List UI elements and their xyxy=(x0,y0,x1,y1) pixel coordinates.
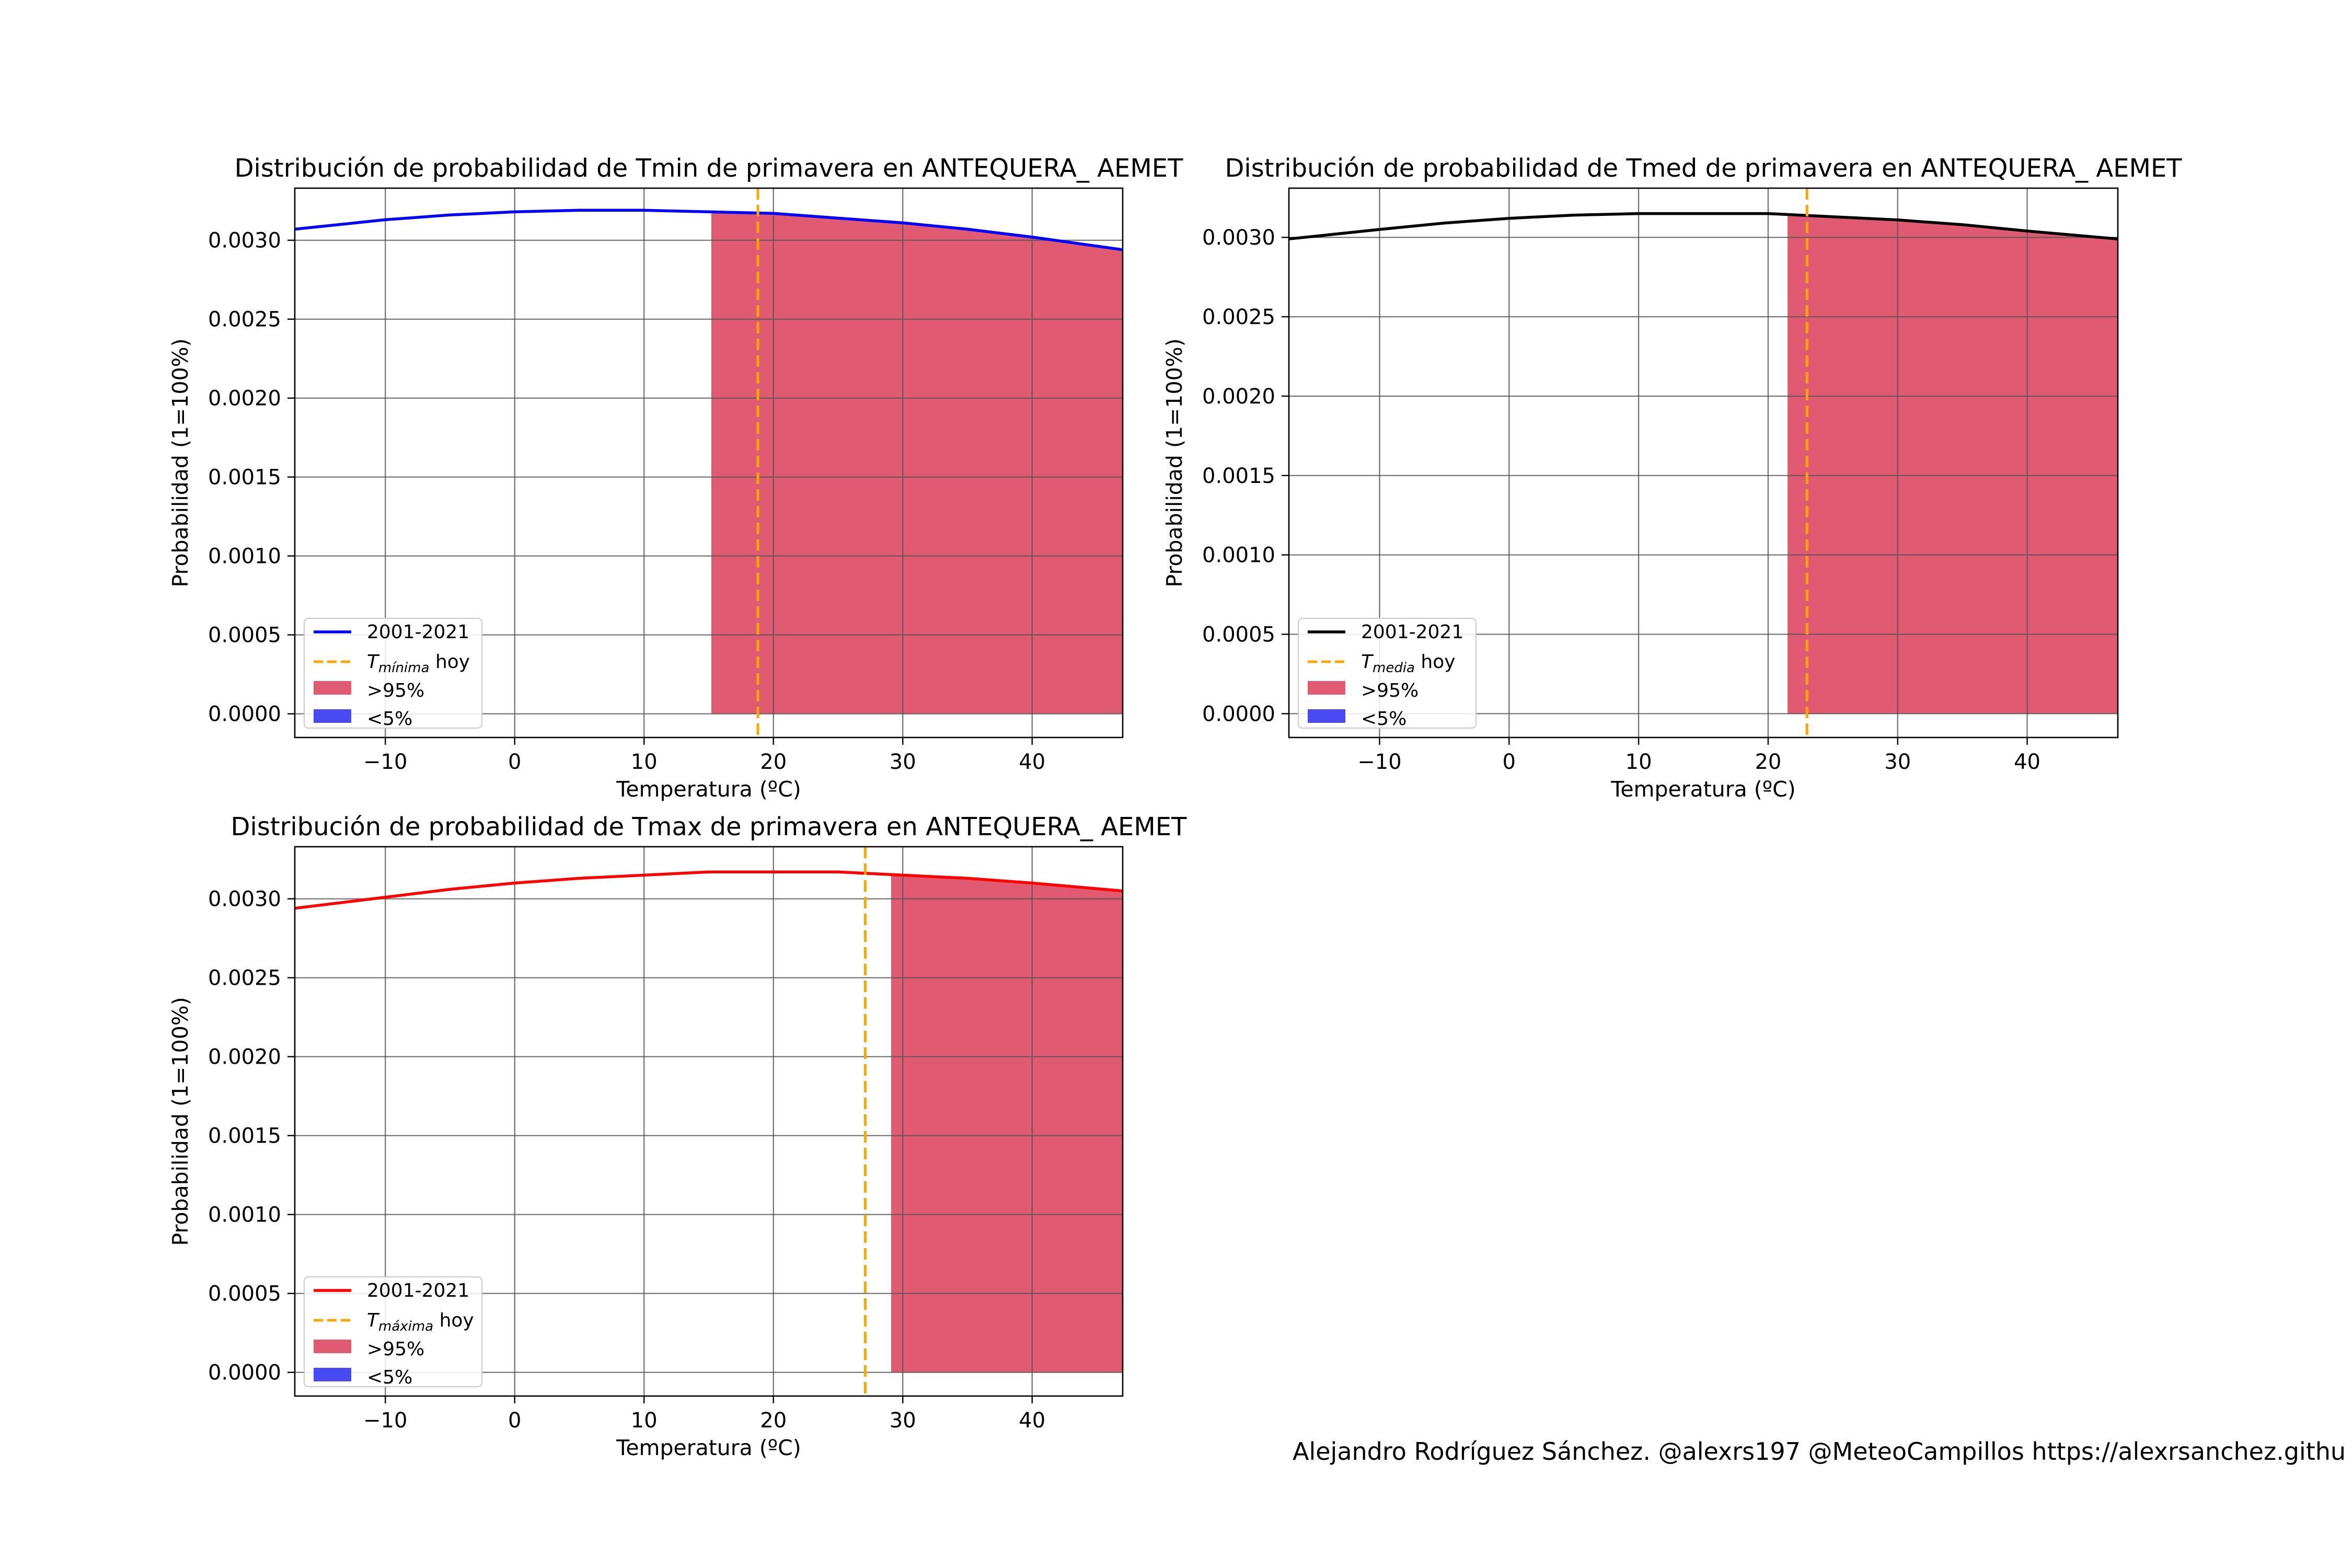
y-tick-label: 0.0005 xyxy=(208,1282,281,1306)
y-tick-label: 0.0025 xyxy=(208,966,281,990)
legend-label: >95% xyxy=(367,1339,424,1360)
legend-label: <5% xyxy=(367,708,412,730)
y-tick-label: 0.0000 xyxy=(208,1361,281,1385)
x-tick-label: 0 xyxy=(508,1409,521,1433)
chart-0: −10 0 10 20 30 40 0.0000 0.0005 0.0010 0.0015 0.00… xyxy=(168,154,1183,802)
legend-label: >95% xyxy=(367,680,424,701)
legend-label: 2001-2021 xyxy=(367,621,469,643)
series-line xyxy=(294,209,1123,251)
y-axis-label: Probabilidad (1=100%) xyxy=(168,997,193,1246)
x-axis-label: Temperatura (ºC) xyxy=(616,1435,801,1460)
legend: 2001-2021 Tmedia hoy >95% <5% xyxy=(1297,617,1477,730)
x-tick-label: 30 xyxy=(890,1409,916,1433)
y-tick-label: 0.0015 xyxy=(208,1124,281,1148)
chart-title: Distribución de probabilidad de Tmed de … xyxy=(1225,154,2182,183)
x-tick-label: 40 xyxy=(1019,750,1045,774)
series-line xyxy=(1288,212,2118,240)
shaded-above-95 xyxy=(891,874,1123,1373)
x-tick-label: 20 xyxy=(1755,750,1781,774)
x-tick-label: −10 xyxy=(1357,750,1401,774)
y-tick-label: 0.0020 xyxy=(208,1045,281,1069)
chart-title: Distribución de probabilidad de Tmax de … xyxy=(231,812,1187,841)
legend-label: <5% xyxy=(367,1367,412,1388)
chart-1: −10 0 10 20 30 40 0.0000 0.0005 0.0010 0.0015 0.00… xyxy=(1162,154,2182,802)
y-tick-label: 0.0030 xyxy=(1202,226,1275,250)
y-tick-label: 0.0010 xyxy=(208,545,281,569)
y-axis-label: Probabilidad (1=100%) xyxy=(1162,338,1187,587)
x-tick-label: 0 xyxy=(1503,750,1516,774)
legend-label: >95% xyxy=(1361,680,1419,701)
legend-label: <5% xyxy=(1361,708,1406,730)
legend-above-95-marker xyxy=(314,681,351,695)
shaded-above-95 xyxy=(711,212,1123,714)
credit-text: Alejandro Rodríguez Sánchez. @alexrs197 … xyxy=(1293,1437,2346,1466)
axes-frame xyxy=(1288,187,2119,739)
y-tick-label: 0.0005 xyxy=(1202,623,1275,647)
y-tick-label: 0.0005 xyxy=(208,624,281,648)
axes-frame xyxy=(294,846,1124,1397)
legend-label: 2001-2021 xyxy=(367,1280,469,1301)
legend-above-95-marker xyxy=(314,1340,351,1353)
legend-box xyxy=(1297,617,1477,729)
series-line xyxy=(294,870,1123,910)
x-axis-label: Temperatura (ºC) xyxy=(616,777,801,802)
x-tick-label: 30 xyxy=(890,750,916,774)
legend-below-5-marker xyxy=(314,1368,351,1381)
y-tick-label: 0.0015 xyxy=(208,466,281,490)
x-tick-label: 30 xyxy=(1884,750,1911,774)
y-tick-label: 0.0020 xyxy=(208,387,281,411)
legend-label: Tmáxima hoy xyxy=(367,1310,474,1334)
x-axis-label: Temperatura (ºC) xyxy=(1610,777,1796,802)
x-tick-label: 10 xyxy=(1625,750,1652,774)
legend-box xyxy=(303,1276,483,1388)
y-tick-label: 0.0030 xyxy=(208,229,281,253)
y-tick-label: 0.0010 xyxy=(208,1203,281,1227)
y-tick-label: 0.0010 xyxy=(1202,544,1275,568)
y-tick-label: 0.0020 xyxy=(1202,385,1275,409)
legend: 2001-2021 Tmínima hoy >95% <5% xyxy=(303,617,483,730)
legend-label: Tmínima hoy xyxy=(367,651,470,676)
legend: 2001-2021 Tmáxima hoy >95% <5% xyxy=(303,1276,483,1388)
x-tick-label: 0 xyxy=(508,750,521,774)
axes-frame xyxy=(294,187,1124,739)
x-tick-label: −10 xyxy=(363,1409,407,1433)
x-tick-label: 10 xyxy=(631,750,658,774)
chart-2: −10 0 10 20 30 40 0.0000 0.0005 0.0010 0.0015 0.00… xyxy=(168,812,1187,1460)
legend-above-95-marker xyxy=(1308,681,1345,695)
y-tick-label: 0.0030 xyxy=(208,887,281,912)
x-tick-label: −10 xyxy=(363,750,407,774)
x-tick-label: 40 xyxy=(2014,750,2040,774)
y-axis-label: Probabilidad (1=100%) xyxy=(168,338,193,587)
y-tick-label: 0.0000 xyxy=(1202,702,1275,726)
legend-below-5-marker xyxy=(1308,709,1345,723)
x-tick-label: 10 xyxy=(631,1409,658,1433)
y-tick-label: 0.0000 xyxy=(208,702,281,727)
legend-below-5-marker xyxy=(314,709,351,723)
y-tick-label: 0.0015 xyxy=(1202,464,1275,488)
x-tick-label: 40 xyxy=(1019,1409,1045,1433)
shaded-above-95 xyxy=(1788,214,2118,714)
legend-box xyxy=(303,617,483,729)
y-tick-label: 0.0025 xyxy=(208,308,281,332)
chart-title: Distribución de probabilidad de Tmin de … xyxy=(235,154,1184,183)
x-tick-label: 20 xyxy=(760,750,787,774)
legend-label: Tmedia hoy xyxy=(1361,651,1456,676)
x-tick-label: 20 xyxy=(760,1409,787,1433)
y-tick-label: 0.0025 xyxy=(1202,305,1275,329)
legend-label: 2001-2021 xyxy=(1361,621,1463,643)
